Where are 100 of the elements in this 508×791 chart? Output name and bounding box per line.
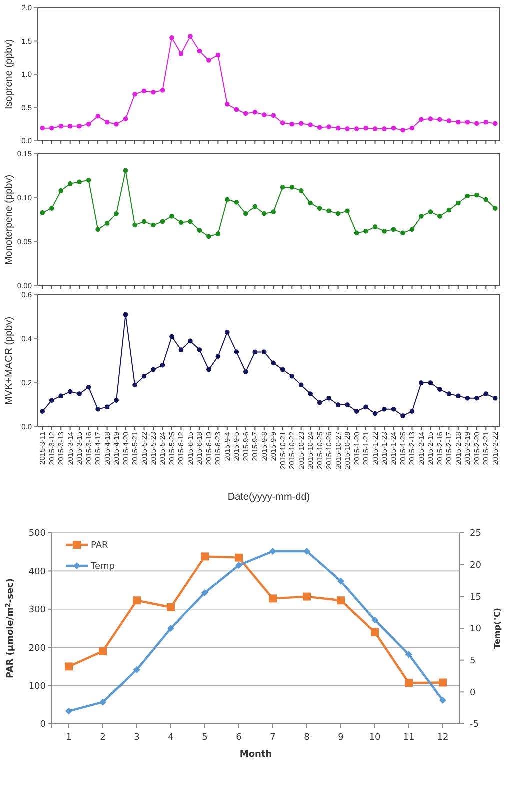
point: [235, 554, 243, 562]
point: [484, 197, 489, 202]
y-axis-title: Isoprene (ppbv): [4, 39, 15, 110]
point: [354, 409, 360, 414]
point: [446, 118, 452, 124]
x-tick-label: 1: [66, 733, 72, 743]
point: [188, 34, 193, 39]
point: [271, 210, 276, 214]
point: [345, 402, 350, 408]
point: [49, 126, 54, 131]
point: [271, 113, 276, 118]
x-tick-label: 9: [338, 733, 344, 743]
point: [142, 374, 147, 379]
point: [96, 114, 100, 119]
x-tick-label: 5: [202, 733, 208, 743]
point: [49, 398, 54, 403]
point: [252, 110, 258, 115]
point: [151, 90, 156, 95]
point: [410, 126, 415, 131]
point: [406, 651, 412, 658]
point: [170, 214, 174, 219]
point: [438, 117, 442, 122]
point: [170, 334, 174, 340]
y-axis-title: Monoterpene (ppbv): [4, 174, 15, 266]
point: [99, 647, 107, 656]
y-tick-label: 400: [28, 567, 46, 578]
point: [345, 126, 350, 132]
point: [338, 578, 344, 585]
point: [336, 402, 341, 408]
point: [456, 200, 461, 206]
point: [114, 211, 119, 216]
point: [298, 382, 304, 388]
x-tick-label: 4: [168, 733, 174, 743]
point: [492, 206, 498, 211]
x-axis-title: Date(yyyy-mm-dd): [228, 492, 310, 503]
point: [474, 121, 480, 126]
point: [465, 120, 470, 125]
point: [206, 367, 212, 372]
point: [252, 204, 258, 210]
point: [178, 348, 184, 352]
point: [252, 350, 258, 355]
point: [419, 214, 424, 219]
point: [354, 230, 360, 236]
point: [326, 208, 332, 214]
point: [86, 122, 92, 127]
point: [206, 58, 212, 63]
point: [236, 562, 242, 569]
y2-tick-label: -5: [470, 720, 479, 730]
point: [151, 367, 156, 372]
point: [419, 117, 424, 122]
x-tick-label: 3: [134, 733, 140, 743]
y2-tick-label: 0: [470, 688, 476, 698]
point: [382, 126, 387, 132]
point: [440, 696, 446, 704]
point: [96, 407, 100, 412]
point: [234, 350, 240, 355]
point: [372, 126, 378, 132]
point: [40, 409, 46, 414]
y2-tick-label: 20: [470, 560, 482, 571]
y-tick-label: 100: [28, 682, 46, 692]
point: [58, 124, 64, 129]
point: [492, 396, 498, 401]
point: [290, 374, 294, 379]
point: [326, 124, 332, 130]
point: [167, 603, 175, 612]
point: [290, 185, 294, 190]
point: [304, 548, 310, 555]
point: [49, 206, 54, 211]
point: [484, 392, 489, 396]
point: [446, 208, 452, 213]
point: [317, 206, 322, 211]
point: [77, 124, 82, 129]
point: [410, 227, 415, 232]
point: [206, 234, 212, 240]
y-tick-label: 0: [40, 720, 46, 730]
point: [132, 92, 138, 97]
point: [446, 392, 452, 396]
point: [244, 111, 248, 116]
point: [372, 411, 378, 416]
point: [168, 625, 174, 632]
y2-tick-label: 25: [470, 529, 482, 540]
point: [160, 219, 166, 224]
y2-tick-label: 15: [470, 592, 482, 603]
point: [77, 392, 82, 396]
point: [400, 414, 406, 418]
point: [337, 596, 345, 605]
legend-label: PAR: [91, 541, 108, 552]
point: [244, 211, 248, 216]
point: [484, 120, 489, 125]
point: [410, 409, 415, 414]
x-tick-label: 12: [437, 733, 449, 743]
point: [391, 126, 396, 131]
point: [465, 194, 470, 199]
point: [382, 407, 387, 412]
point: [317, 400, 322, 406]
point: [178, 220, 184, 226]
point: [201, 552, 209, 561]
point: [216, 354, 221, 359]
point: [262, 350, 267, 355]
point: [234, 107, 240, 112]
